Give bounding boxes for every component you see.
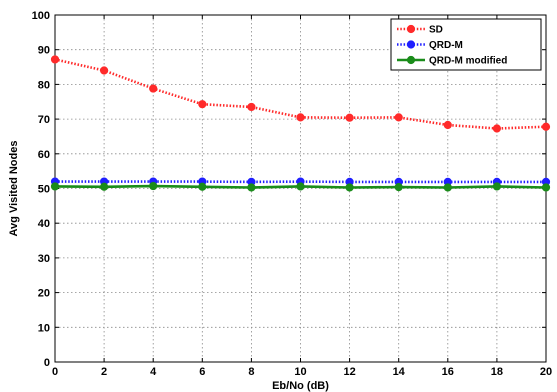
data-point-sd <box>100 66 109 75</box>
data-point-qrd-m-modified <box>50 182 60 191</box>
y-axis-label: Avg Visited Nodes <box>8 141 20 237</box>
data-point-qrd-m-modified <box>345 183 354 192</box>
series-group <box>50 55 551 192</box>
x-tick-label: 12 <box>343 366 355 378</box>
x-axis-label: Eb/No (dB) <box>272 380 329 392</box>
data-point-sd <box>149 84 158 93</box>
series-qrd-m-modified <box>50 181 551 192</box>
data-point-sd <box>198 100 207 109</box>
data-point-sd <box>345 113 354 122</box>
data-point-qrd-m-modified <box>443 183 452 192</box>
x-tick-label: 6 <box>199 366 205 378</box>
x-tick-label: 0 <box>52 366 58 378</box>
y-tick-label: 60 <box>38 149 50 161</box>
y-tick-label: 30 <box>38 253 50 265</box>
data-point-qrd-m-modified <box>492 182 501 191</box>
legend-label-qrd-m: QRD-M <box>429 40 463 51</box>
data-point-qrd-m-modified <box>541 183 551 192</box>
y-tick-label: 80 <box>38 79 50 91</box>
legend-label-sd: SD <box>429 25 443 36</box>
y-tick-label: 100 <box>32 10 50 22</box>
data-point-sd <box>394 113 403 122</box>
x-tick-label: 16 <box>442 366 454 378</box>
x-tick-label: 4 <box>150 366 157 378</box>
x-tick-label: 14 <box>393 366 406 378</box>
x-tick-label: 18 <box>491 366 503 378</box>
data-point-qrd-m-modified <box>149 181 158 191</box>
y-tick-label: 40 <box>38 218 50 230</box>
legend: SD QRD-M QRD-M modified <box>390 18 542 71</box>
y-tick-label: 90 <box>38 45 50 57</box>
legend-entry-sd: SD <box>397 25 443 36</box>
data-point-sd <box>50 55 60 64</box>
data-point-qrd-m-modified <box>198 182 207 191</box>
data-point-qrd-m-modified <box>247 183 256 192</box>
x-tick-label: 8 <box>248 366 254 378</box>
data-point-sd <box>296 113 305 122</box>
series-sd <box>50 55 551 133</box>
data-point-sd <box>541 122 551 131</box>
axis-ticks: 0 2 4 6 8 10 12 14 16 18 20 0 10 20 30 40 50 60 70 80 90 100 <box>32 10 552 378</box>
legend-box <box>390 18 542 71</box>
x-tick-label: 20 <box>540 366 552 378</box>
legend-label-qrd-m-modified: QRD-M modified <box>429 56 507 67</box>
data-point-qrd-m-modified <box>296 182 305 191</box>
y-tick-label: 70 <box>38 114 50 126</box>
y-tick-label: 0 <box>44 357 50 369</box>
y-tick-label: 20 <box>38 288 50 300</box>
legend-marker-qrd-m <box>406 40 416 49</box>
y-tick-label: 50 <box>38 184 50 196</box>
data-point-sd <box>443 120 452 130</box>
data-point-sd <box>492 124 501 133</box>
data-point-qrd-m-modified <box>100 182 109 191</box>
legend-marker-sd <box>406 24 416 34</box>
legend-marker-qrd-m-modified <box>406 55 416 65</box>
x-tick-label: 2 <box>101 366 107 378</box>
legend-entry-qrd-m: QRD-M <box>397 40 463 51</box>
legend-entry-qrd-m-modified: QRD-M modified <box>397 56 507 67</box>
data-point-sd <box>247 102 256 112</box>
data-point-qrd-m-modified <box>394 183 403 192</box>
x-tick-label: 10 <box>294 366 306 378</box>
y-tick-label: 10 <box>38 322 50 334</box>
